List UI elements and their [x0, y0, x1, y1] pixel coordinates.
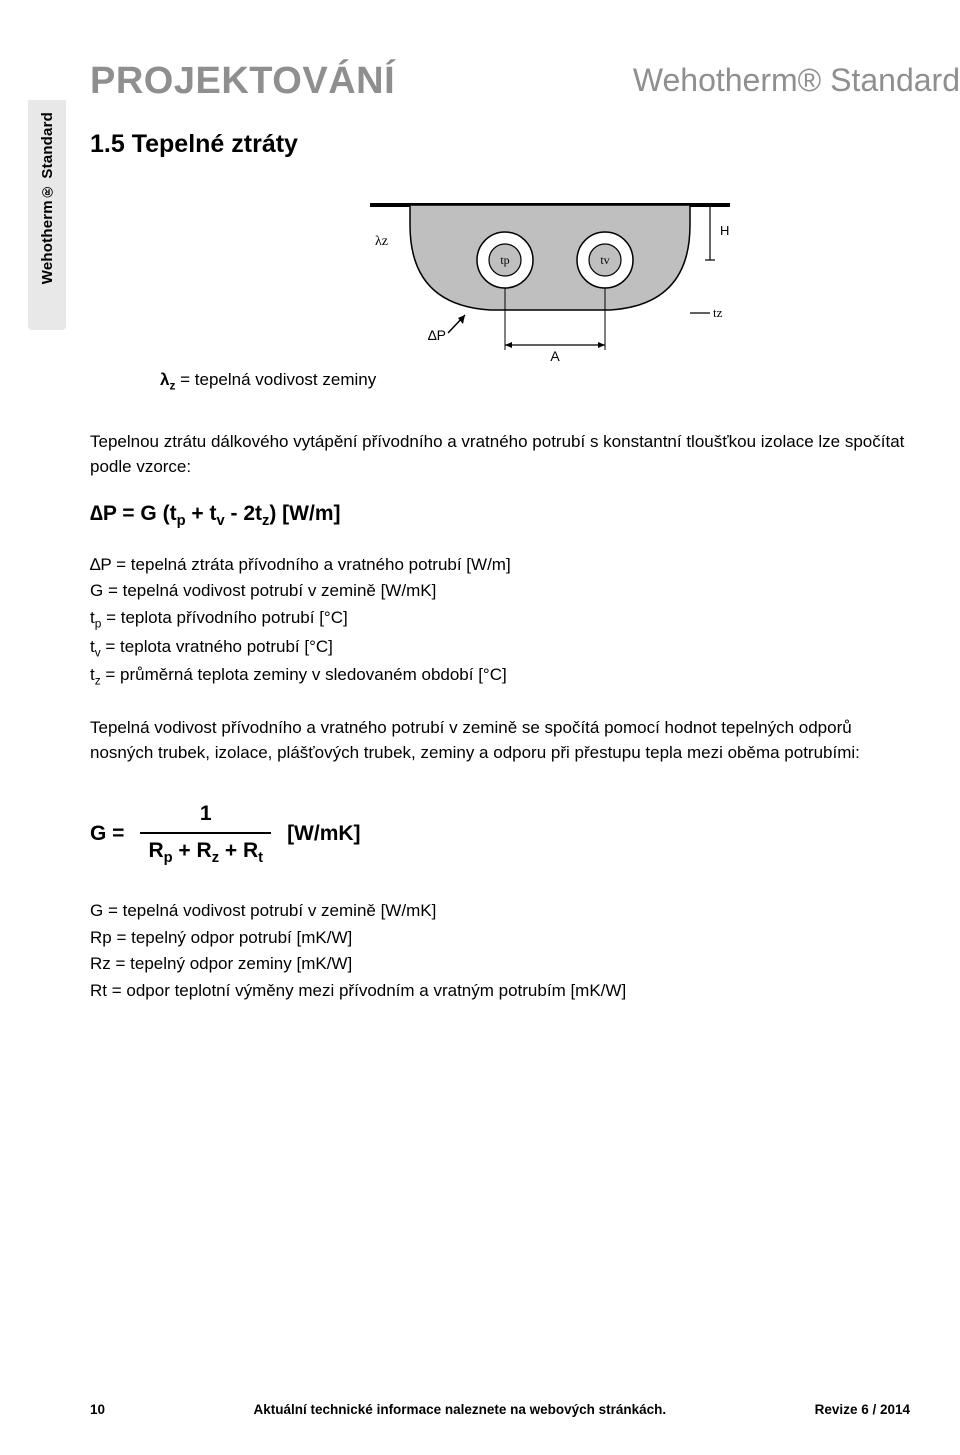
formula-G-unit: [W/mK]	[287, 819, 360, 849]
side-tab: Wehotherm® Standard	[28, 100, 66, 330]
footer-page-number: 10	[90, 1402, 105, 1417]
diagram-label-lambdaz: λz	[375, 234, 388, 249]
definition-line: Rt = odpor teplotní výměny mezi přívodní…	[90, 979, 910, 1004]
brand-title: Wehotherm® Standard	[633, 62, 960, 99]
heat-loss-diagram: tp tv λz ∆P H tz A	[320, 185, 760, 385]
formula-deltaP: ∆P = G (tp + tv - 2tz) [W/m]	[90, 499, 910, 533]
diagram-label-A: A	[550, 348, 560, 364]
definition-line: tv = teplota vratného potrubí [°C]	[90, 635, 910, 662]
diagram-label-tv: tv	[600, 253, 609, 267]
page-footer: 10 Aktuální technické informace naleznet…	[0, 1402, 960, 1417]
side-tab-label: Wehotherm® Standard	[39, 112, 56, 284]
diagram-label-deltaP: ∆P	[428, 327, 446, 343]
lambda-symbol: λz	[160, 370, 175, 389]
formula-G-fraction: 1 Rp + Rz + Rt	[140, 799, 271, 869]
definition-line: Rz = tepelný odpor zeminy [mK/W]	[90, 952, 910, 977]
formula-G-lhs: G =	[90, 819, 124, 849]
diagram-label-tp: tp	[500, 253, 509, 267]
definition-line: tp = teplota přívodního potrubí [°C]	[90, 606, 910, 633]
definition-line: ∆P = tepelná ztráta přívodního a vratnéh…	[90, 553, 910, 578]
paragraph-conductivity: Tepelná vodivost přívodního a vratného p…	[90, 716, 910, 765]
footer-revision: Revize 6 / 2014	[815, 1402, 910, 1417]
content-body: Tepelnou ztrátu dálkového vytápění přívo…	[90, 430, 910, 1030]
diagram-label-H: H	[720, 223, 729, 238]
section-heading: 1.5 Tepelné ztráty	[90, 130, 298, 159]
formula-G: G = 1 Rp + Rz + Rt [W/mK]	[90, 799, 910, 869]
definitions-block-2: G = tepelná vodivost potrubí v zemině [W…	[90, 899, 910, 1004]
formula-G-denominator: Rp + Rz + Rt	[140, 832, 271, 870]
lambda-definition: λz = tepelná vodivost zeminy	[160, 370, 376, 392]
definition-line: tz = průměrná teplota zeminy v sledované…	[90, 663, 910, 690]
definition-line: G = tepelná vodivost potrubí v zemině [W…	[90, 899, 910, 924]
definition-line: G = tepelná vodivost potrubí v zemině [W…	[90, 579, 910, 604]
definition-line: Rp = tepelný odpor potrubí [mK/W]	[90, 926, 910, 951]
paragraph-intro: Tepelnou ztrátu dálkového vytápění přívo…	[90, 430, 910, 479]
formula-G-numerator: 1	[192, 799, 220, 831]
footer-center-text: Aktuální technické informace naleznete n…	[254, 1402, 667, 1417]
definitions-block-1: ∆P = tepelná ztráta přívodního a vratnéh…	[90, 553, 910, 690]
page-title: PROJEKTOVÁNÍ	[90, 60, 395, 103]
lambda-text: = tepelná vodivost zeminy	[175, 370, 376, 389]
diagram-label-tz: tz	[713, 305, 723, 320]
